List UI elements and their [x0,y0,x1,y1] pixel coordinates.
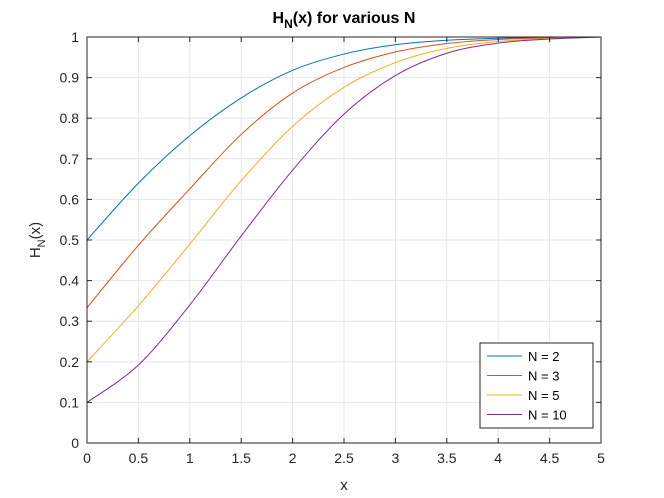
x-tick-label: 0 [83,450,91,466]
chart-title: HN(x) for various N [273,10,416,31]
legend-label-1: N = 2 [528,349,559,364]
y-tick-label: 0.2 [60,354,80,370]
y-tick-label: 0.9 [60,70,80,86]
x-tick-label: 1 [186,450,194,466]
y-tick-label: 0.3 [60,313,80,329]
y-axis-title: HN(x) [27,222,48,258]
y-tick-label: 1 [71,29,79,45]
y-tick-label: 0.8 [60,110,80,126]
y-tick-label: 0 [71,435,79,451]
x-tick-label: 3 [392,450,400,466]
ylabel-rest: (x) [27,222,44,240]
y-tick-label: 0.4 [60,273,80,289]
x-tick-label: 0.5 [129,450,149,466]
series-line-4 [86,36,602,403]
y-tick-label: 0.6 [60,191,80,207]
series-line-3 [86,36,602,363]
x-tick-label: 5 [597,450,605,466]
tick-labels: 0 0.5 1 1.5 2 2.5 3 3.5 4 4.5 5 0 0.1 0.2 0.3 0.4 0.5 0.6… [60,29,606,466]
x-axis-title: x [340,477,348,494]
series-line-2 [86,36,602,309]
y-tick-label: 0.5 [60,232,80,248]
y-tick-label: 0.1 [60,394,80,410]
series-line-1 [86,36,602,241]
x-tick-label: 2 [289,450,297,466]
ylabel-main: H [27,247,44,258]
legend-label-3: N = 5 [528,388,559,403]
legend-label-2: N = 3 [528,369,559,384]
legend: N = 2 N = 3 N = 5 N = 10 [479,342,594,429]
ticks [86,36,602,444]
legend-box [479,342,594,429]
x-tick-label: 4 [494,450,502,466]
x-tick-label: 1.5 [231,450,251,466]
title-rest: (x) for various N [293,10,416,27]
ylabel-sub: N [36,239,48,247]
legend-label-4: N = 10 [528,408,567,423]
y-tick-label: 0.7 [60,151,80,167]
x-tick-label: 4.5 [540,450,560,466]
series-lines [86,36,602,403]
x-tick-label: 2.5 [334,450,354,466]
title-sub: N [284,17,293,31]
x-tick-label: 3.5 [437,450,457,466]
title-main: H [273,10,285,27]
